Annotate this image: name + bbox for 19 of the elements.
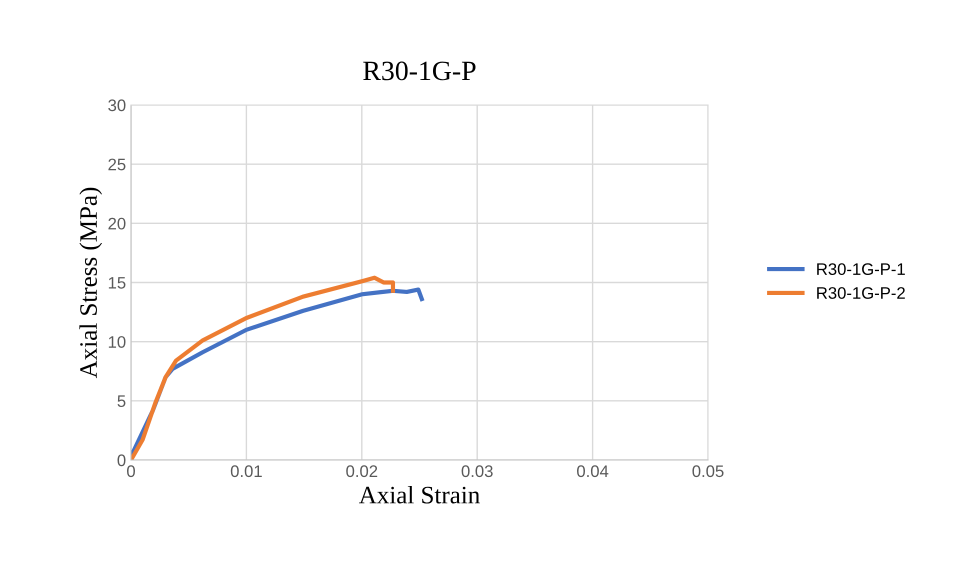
x-tick-label: 0 [127, 465, 135, 478]
y-tick-label: 10 [108, 336, 126, 348]
x-tick-label: 0.02 [346, 465, 378, 478]
x-tick-label: 0.05 [692, 465, 724, 478]
y-tick-label: 0 [118, 454, 126, 466]
y-tick-label: 20 [108, 218, 126, 230]
line-series [131, 276, 396, 460]
y-tick-label: 25 [108, 158, 126, 170]
y-axis-title: Axial Stress (MPa) [79, 188, 102, 378]
x-tick-label: 0.03 [462, 465, 493, 478]
legend-label: R30-1G-P-2 [817, 287, 905, 299]
x-axis-title: Axial Strain [358, 486, 480, 504]
y-tick-label: 30 [108, 99, 126, 112]
legend-label: R30-1G-P-1 [817, 263, 905, 276]
x-tick-label: 0.04 [577, 465, 608, 478]
x-tick-label: 0.01 [230, 465, 262, 478]
y-tick-label: 5 [118, 395, 126, 408]
chart-title: R30-1G-P [363, 62, 476, 80]
y-tick-label: 15 [108, 277, 126, 289]
